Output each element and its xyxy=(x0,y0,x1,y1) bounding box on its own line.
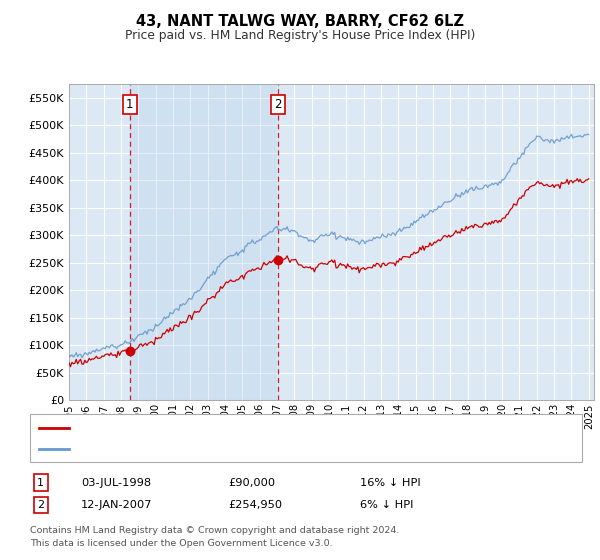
Text: £90,000: £90,000 xyxy=(228,478,275,488)
Bar xyxy=(130,84,278,400)
Text: £254,950: £254,950 xyxy=(228,500,282,510)
Text: 6% ↓ HPI: 6% ↓ HPI xyxy=(360,500,413,510)
Text: Price paid vs. HM Land Registry's House Price Index (HPI): Price paid vs. HM Land Registry's House … xyxy=(125,29,475,42)
Text: 2: 2 xyxy=(37,500,44,510)
Text: Contains HM Land Registry data © Crown copyright and database right 2024.: Contains HM Land Registry data © Crown c… xyxy=(30,526,400,535)
Text: 16% ↓ HPI: 16% ↓ HPI xyxy=(360,478,421,488)
Text: 12-JAN-2007: 12-JAN-2007 xyxy=(81,500,152,510)
Text: This data is licensed under the Open Government Licence v3.0.: This data is licensed under the Open Gov… xyxy=(30,539,332,548)
Text: 43, NANT TALWG WAY, BARRY, CF62 6LZ (detached house): 43, NANT TALWG WAY, BARRY, CF62 6LZ (det… xyxy=(75,423,395,433)
Text: HPI: Average price, detached house, Vale of Glamorgan: HPI: Average price, detached house, Vale… xyxy=(75,444,378,454)
Text: 03-JUL-1998: 03-JUL-1998 xyxy=(81,478,151,488)
Text: 2: 2 xyxy=(274,98,281,111)
Text: 43, NANT TALWG WAY, BARRY, CF62 6LZ: 43, NANT TALWG WAY, BARRY, CF62 6LZ xyxy=(136,14,464,29)
Text: 1: 1 xyxy=(37,478,44,488)
Text: 1: 1 xyxy=(126,98,133,111)
